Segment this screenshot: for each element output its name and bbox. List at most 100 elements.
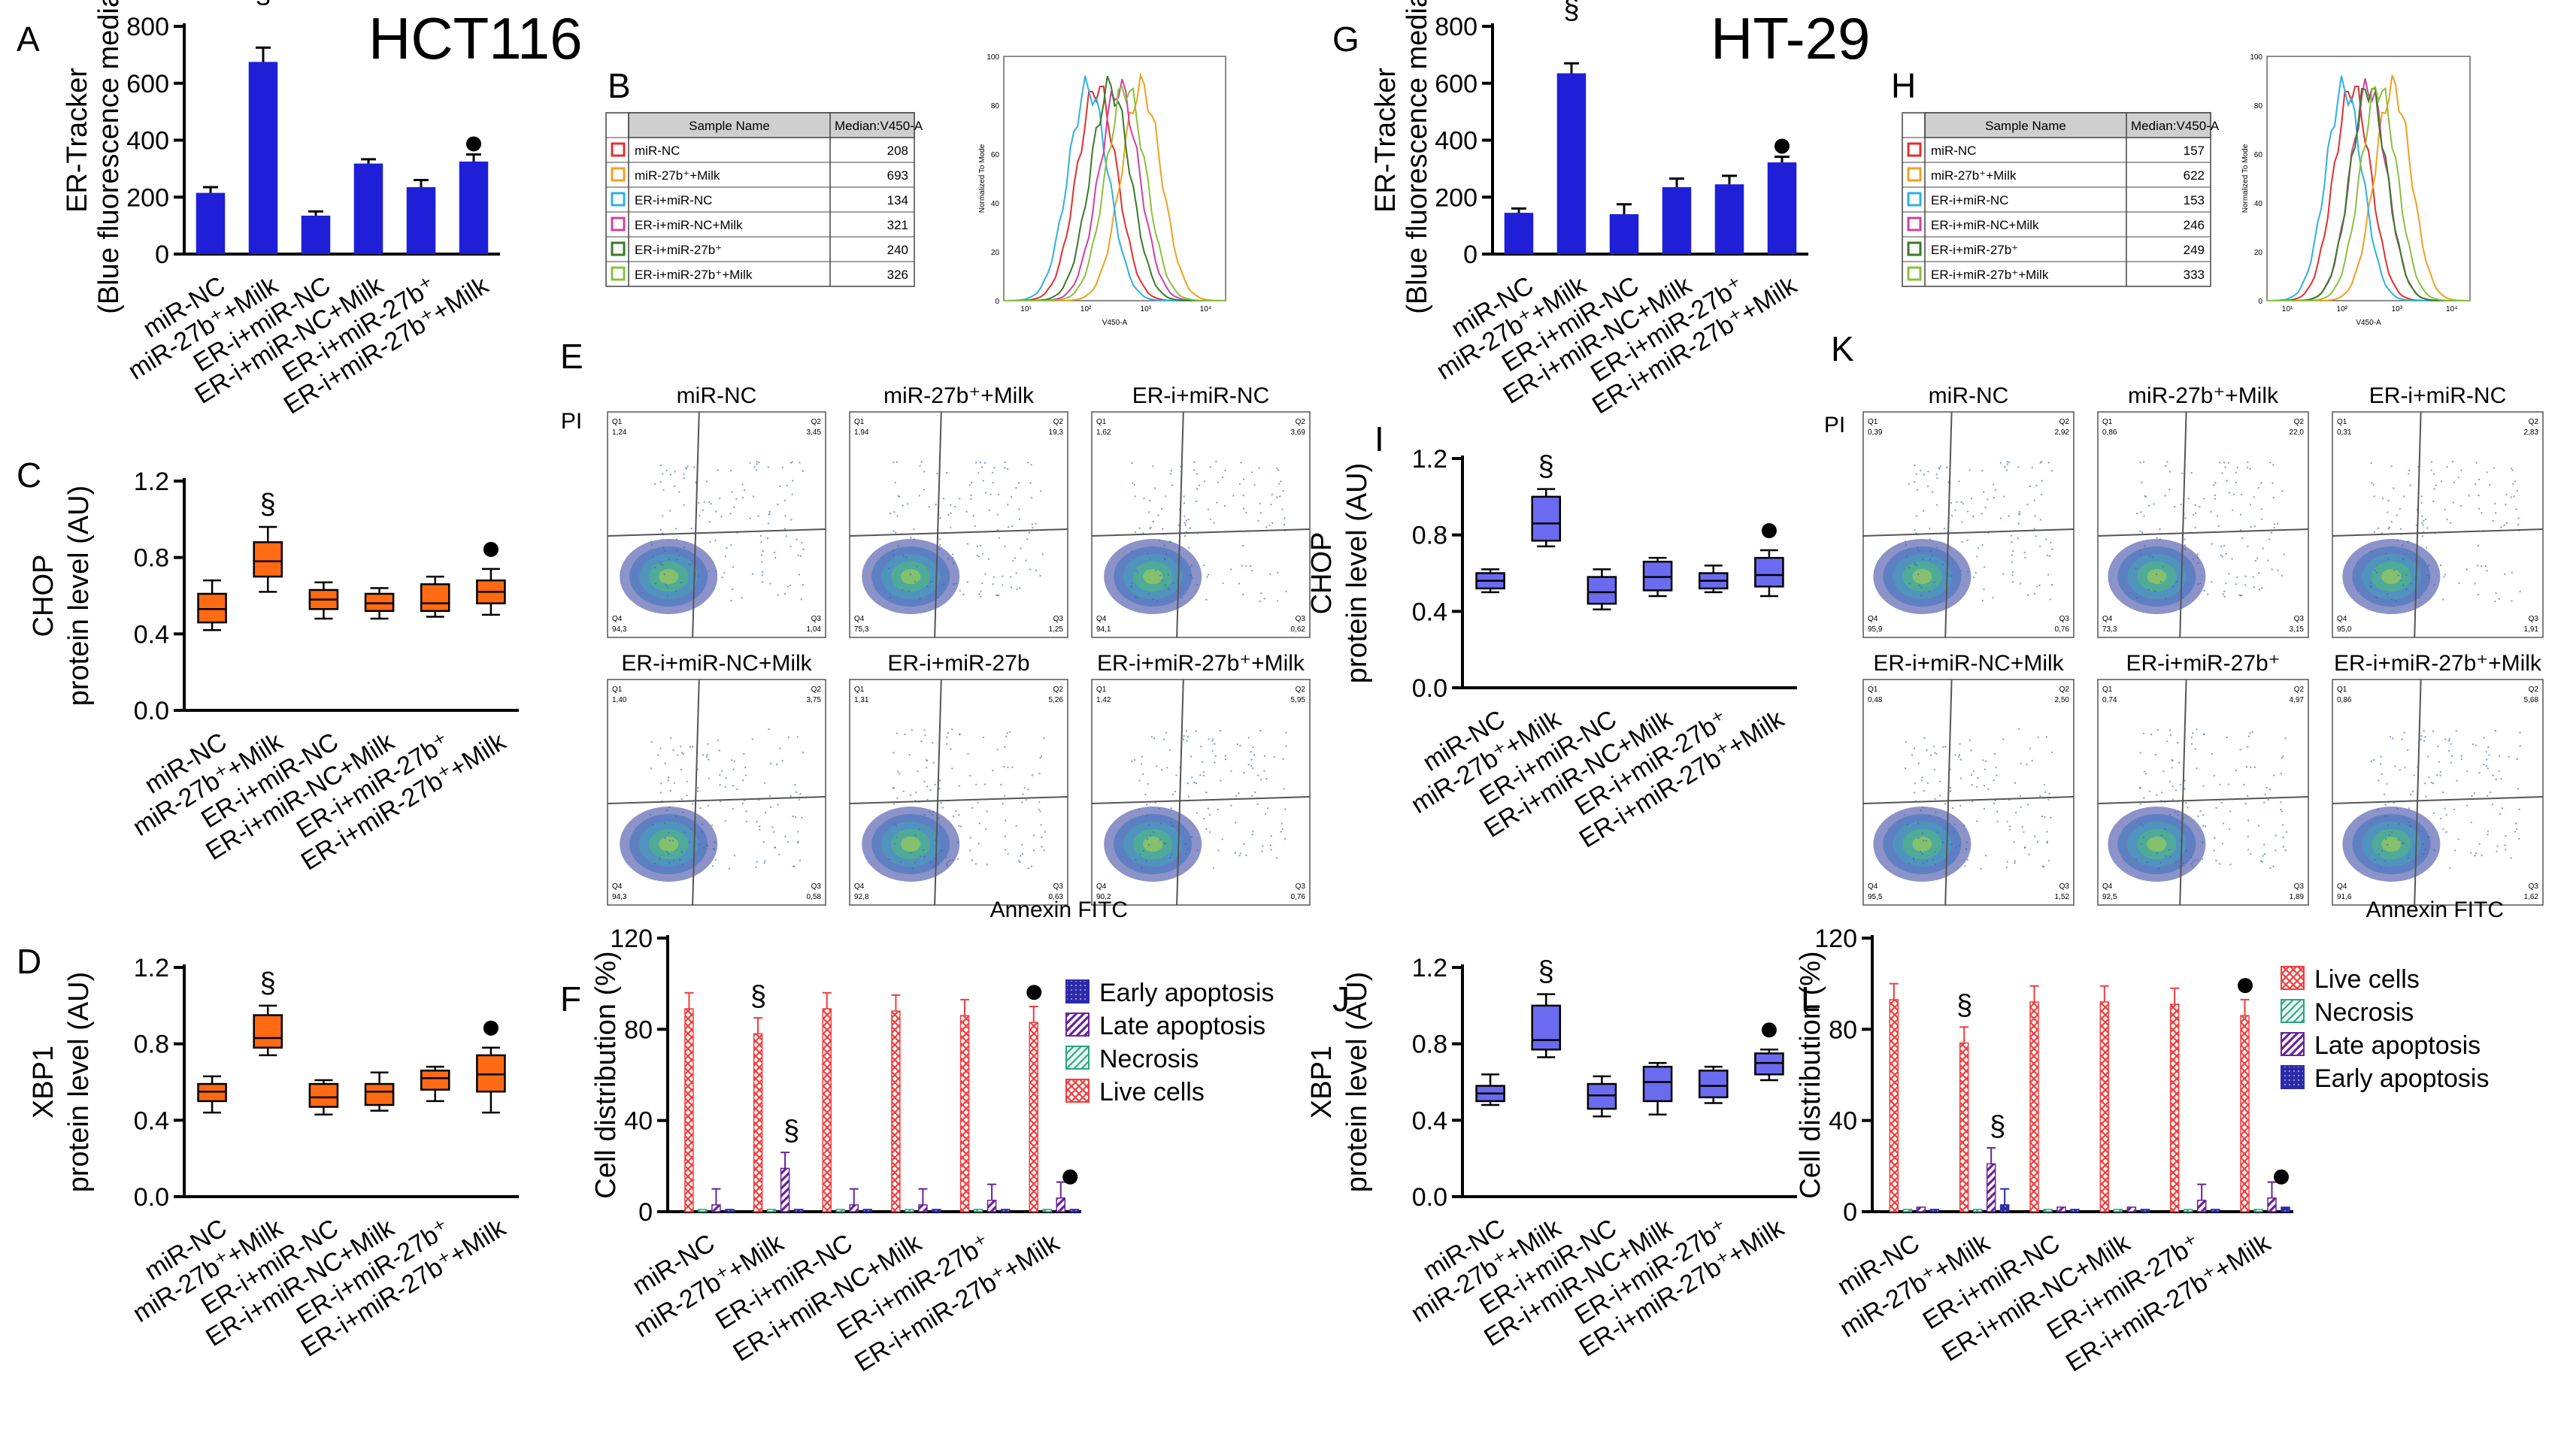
panel-e-flow-point: [1279, 495, 1281, 498]
panel-k-flow-point: [2211, 581, 2213, 583]
panel-e-flow-point: [798, 798, 801, 801]
panel-e-flow-point: [1239, 852, 1241, 855]
panel-e-flow-point: [919, 598, 921, 600]
panel-k-flow-point: [2485, 751, 2487, 753]
panel-e-flow-point: [1177, 524, 1180, 526]
panel-e-flow-point: [719, 773, 721, 776]
panel-k-flow-point: [2423, 740, 2426, 742]
panel-i-y-tick-label: 0.8: [1412, 522, 1447, 550]
panel-a-bar: [248, 62, 278, 254]
panel-e-flow-point: [1245, 512, 1247, 514]
panel-k-flow-point: [2135, 567, 2137, 570]
panel-e-flow-point: [683, 504, 685, 506]
panel-e-gate-h: [607, 528, 826, 537]
panel-k-flow-point: [1905, 740, 1907, 743]
panel-k-flow-point: [2458, 582, 2460, 584]
panel-k-flow-point: [2516, 489, 2519, 492]
panel-e-flow-point: [949, 859, 951, 861]
panel-k-flow-point: [1950, 514, 1953, 517]
panel-k-flow-point: [1996, 820, 1999, 823]
panel-k-flow-point: [2139, 554, 2141, 556]
panel-e-flow-point: [799, 792, 802, 795]
panel-e-flow-point: [683, 546, 686, 549]
panel-e-flow-point: [662, 473, 664, 475]
panel-k-flow-point: [2384, 860, 2387, 862]
panel-e-flow-point: [797, 831, 799, 833]
panel-k-flow-point: [2493, 467, 2496, 469]
panel-e-flow-point: [1164, 558, 1167, 561]
panel-k-flow-point: [2460, 469, 2462, 471]
panel-e-flow-point: [1021, 852, 1024, 855]
panel-e-flow-point: [893, 822, 896, 825]
panel-k-flow-point: [2044, 538, 2047, 540]
panel-k-flow-point: [2175, 789, 2178, 792]
panel-e-q1-value: 1,94: [854, 428, 869, 437]
panel-e-flow-point: [1184, 524, 1187, 526]
panel-h-table-swatch: [1907, 192, 1922, 207]
panel-k-flow-point: [2014, 812, 2017, 814]
panel-k-flow-point: [2199, 505, 2201, 508]
panel-e-flow-point: [1038, 801, 1041, 804]
panel-k-q1-label: Q1: [1868, 418, 1878, 426]
panel-k-flow-point: [2165, 740, 2168, 743]
panel-k-flow-point: [2011, 574, 2014, 577]
panel-e-flow-point: [1149, 558, 1152, 561]
panel-e-flow-point: [984, 573, 987, 575]
panel-e-flow-point: [797, 554, 799, 557]
panel-e-flow-point: [761, 580, 764, 583]
panel-e-flow-point: [966, 543, 969, 545]
panel-e-flow-point: [914, 580, 917, 583]
panel-a-y-tick-label: 600: [126, 70, 169, 98]
panel-k-flow-point: [2196, 728, 2198, 731]
panel-e-flow-point: [1239, 744, 1241, 746]
panel-f-legend-label: Live cells: [1099, 1078, 1205, 1106]
panel-e-q4-label: Q4: [1096, 882, 1107, 891]
panel-k-flow-point: [2394, 600, 2397, 602]
panel-k-flow-point: [2260, 482, 2262, 484]
panel-k-flow-point: [2252, 576, 2254, 578]
panel-k-flow-point: [2026, 763, 2028, 766]
panel-k-flow-point: [2046, 842, 2048, 844]
panel-f-bar-necrosis: [973, 1209, 983, 1212]
panel-e-flow-point: [779, 747, 781, 749]
panel-k-flow-point: [2487, 767, 2489, 770]
panel-e-flow-point: [706, 844, 708, 847]
panel-e-flow-point: [1283, 523, 1286, 526]
panel-k-flow-point: [2190, 471, 2193, 474]
panel-e-flow-point: [1252, 831, 1254, 833]
panel-e-flow-point: [1208, 813, 1211, 816]
panel-k-flow-point: [2178, 810, 2180, 813]
panel-e-flow-point: [1132, 482, 1134, 484]
panel-e-flow-point: [1187, 782, 1189, 785]
panel-e-flow-point: [719, 784, 721, 786]
panel-k-flow-point: [2442, 598, 2444, 601]
panel-k-flow-point: [1936, 831, 1938, 834]
panel-k-flow-point: [2399, 528, 2402, 530]
panel-e-flow-point: [978, 822, 981, 825]
panel-k-flow-density: [1912, 569, 1932, 584]
panel-e-flow-point: [1196, 473, 1199, 475]
panel-k-flow-point: [2388, 558, 2390, 561]
panel-k-flow-point: [2384, 815, 2387, 817]
panel-k-flow-point: [2169, 813, 2172, 816]
panel-e-flow-point: [1196, 488, 1199, 490]
panel-k-flow-point: [1912, 858, 1915, 861]
panel-k-flow-point: [2486, 758, 2488, 761]
panel-h-table-median: 157: [2184, 144, 2205, 158]
panel-k-flow-point: [2033, 592, 2036, 595]
panel-k-flow-point: [2050, 751, 2053, 754]
panel-k-flow-point: [2489, 791, 2491, 794]
panel-k-flow-point: [2023, 846, 2026, 849]
panel-k-flow-point: [1968, 739, 1971, 742]
panel-e-flow-point: [926, 760, 929, 762]
panel-h-table-swatch: [1907, 216, 1922, 232]
panel-k-flow-point: [2494, 729, 2496, 732]
panel-k-flow-point: [1977, 776, 1979, 779]
panel-k-flow-point: [1914, 782, 1917, 785]
panel-k-flow-point: [2190, 736, 2193, 739]
panel-k-flow-point: [2453, 849, 2456, 852]
panel-e-flow-point: [1242, 478, 1245, 481]
panel-e-flow-point: [743, 752, 745, 755]
panel-k-flow-point: [1914, 464, 1916, 467]
panel-e-flow-point: [745, 820, 748, 823]
